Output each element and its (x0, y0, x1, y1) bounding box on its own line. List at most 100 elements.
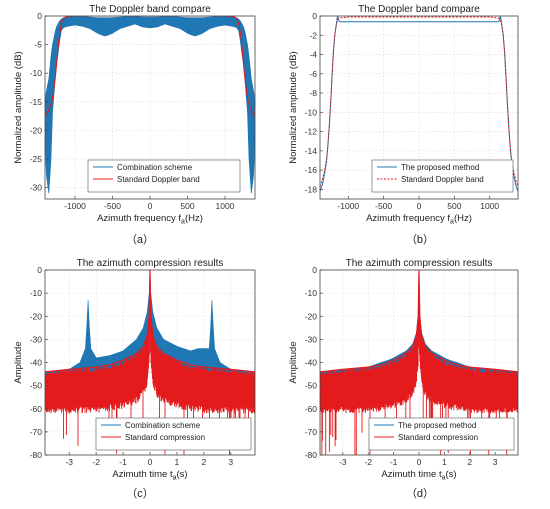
x-axis-label: Azimuth time ta(s) (112, 469, 187, 482)
x-tick-label: 2 (201, 457, 206, 467)
series-group (45, 16, 255, 194)
series-group (45, 270, 255, 455)
x-tick-label: 500 (180, 201, 194, 211)
legend-entry: Standard compression (125, 433, 205, 442)
legend-entry: Standard Doppler band (401, 175, 484, 184)
legend-entry: Combination scheme (125, 421, 201, 430)
legend-box (368, 417, 515, 451)
y-tick-label: -50 (30, 381, 43, 391)
y-tick-label: -8 (309, 88, 317, 98)
y-tick-label: -20 (30, 125, 43, 135)
series-2-trace (320, 272, 518, 455)
x-tick-label: -1000 (64, 201, 86, 211)
chart-title: The azimuth compression results (77, 258, 224, 269)
legend-box (87, 159, 241, 193)
y-tick-label: -80 (30, 450, 43, 460)
legend: Combination scheme Standard compression (95, 417, 252, 451)
x-axis-label-subscript: a (181, 219, 185, 226)
x-axis-label: Azimuth frequency fa(Hz) (366, 213, 472, 226)
legend: The proposed method Standard Doppler band (371, 159, 514, 193)
chart-title: The Doppler band compare (358, 4, 480, 15)
y-tick-label: -5 (34, 40, 42, 50)
x-tick-label: -1 (119, 457, 127, 467)
y-tick-label: -70 (30, 427, 43, 437)
y-tick-label: -20 (30, 311, 43, 321)
chart-title: The Doppler band compare (89, 4, 211, 15)
y-tick-label: -70 (305, 427, 318, 437)
x-tick-label: 2 (467, 457, 472, 467)
panel-label: （a） (126, 233, 154, 246)
chart-a: -1000 -500 0 500 1000 0 -5 -10 -15 -20 -25 -30 The D… (13, 4, 256, 246)
y-tick-label: 0 (312, 265, 317, 275)
x-tick-label: -3 (65, 457, 73, 467)
y-tick-label: -40 (305, 358, 318, 368)
y-tick-label: 0 (37, 11, 42, 21)
chart-title: The azimuth compression results (346, 258, 493, 269)
x-tick-label: 1000 (216, 201, 235, 211)
y-tick-label: -30 (30, 183, 43, 193)
legend-entry: Combination scheme (117, 163, 193, 172)
x-tick-label: -500 (104, 201, 121, 211)
y-axis-label: Amplitude (13, 341, 24, 383)
x-axis-label: Azimuth frequency fa(Hz) (97, 213, 203, 226)
y-tick-label: -30 (305, 334, 318, 344)
x-tick-label: 0 (148, 457, 153, 467)
legend-box (95, 417, 252, 451)
series-group (320, 16, 518, 192)
x-axis-label: Azimuth time ta(s) (381, 469, 456, 482)
y-tick-label: -60 (305, 404, 318, 414)
y-tick-label: -25 (30, 154, 43, 164)
y-tick-label: -4 (309, 50, 317, 60)
y-tick-label: -2 (309, 30, 317, 40)
y-axis-label: Amplitude (288, 341, 299, 383)
y-tick-label: -60 (30, 404, 43, 414)
legend-entry: Standard Doppler band (117, 175, 200, 184)
y-tick-label: 0 (312, 11, 317, 21)
y-tick-label: -40 (30, 358, 43, 368)
x-tick-label: 1000 (480, 201, 499, 211)
y-tick-label: -14 (305, 146, 318, 156)
series-2-trace (45, 274, 255, 455)
legend: Combination scheme Standard Doppler band (87, 159, 241, 193)
y-tick-label: -18 (305, 184, 318, 194)
x-tick-label: -1 (390, 457, 398, 467)
y-tick-label: -10 (305, 288, 318, 298)
series-1-band (45, 16, 255, 194)
x-tick-label: -1000 (337, 201, 359, 211)
y-tick-label: -12 (305, 127, 318, 137)
y-tick-label: -80 (305, 450, 318, 460)
series-2-peak (320, 270, 518, 373)
legend-entry: The proposed method (398, 421, 476, 430)
chart-b: -1000 -500 0 500 1000 0 -2 -4 -6 -8 -10 -12 -14 -16 -1… (288, 4, 519, 246)
x-axis-label-unit: (Hz) (185, 213, 203, 224)
x-axis-label-subscript: a (173, 475, 177, 482)
panel-label: （c） (126, 487, 154, 500)
series-group (320, 270, 518, 455)
x-tick-label: 500 (447, 201, 461, 211)
x-axis-label-subscript: a (450, 219, 454, 226)
x-axis-label-unit: (s) (446, 469, 457, 480)
y-tick-label: -6 (309, 69, 317, 79)
y-tick-label: -10 (30, 68, 43, 78)
x-axis-label-unit: (s) (177, 469, 188, 480)
x-tick-label: -3 (339, 457, 347, 467)
x-axis-label-subscript: a (442, 475, 446, 482)
y-tick-label: -20 (305, 311, 318, 321)
x-axis-label-unit: (Hz) (454, 213, 472, 224)
x-tick-label: 0 (417, 201, 422, 211)
y-tick-label: 0 (37, 265, 42, 275)
x-tick-label: 1 (175, 457, 180, 467)
x-tick-label: 3 (228, 457, 233, 467)
x-tick-label: 0 (417, 457, 422, 467)
panel-label: （d） (406, 487, 434, 500)
panel-label: （b） (406, 233, 434, 246)
legend: The proposed method Standard compression (368, 417, 515, 451)
y-axis-label: Normalized amplitude (dB) (288, 51, 299, 163)
y-axis-label: Normalized amplitude (dB) (13, 51, 24, 163)
series-2-line (45, 16, 255, 117)
series-2-peak (45, 270, 255, 373)
y-tick-label: -50 (305, 381, 318, 391)
x-tick-label: 1 (442, 457, 447, 467)
